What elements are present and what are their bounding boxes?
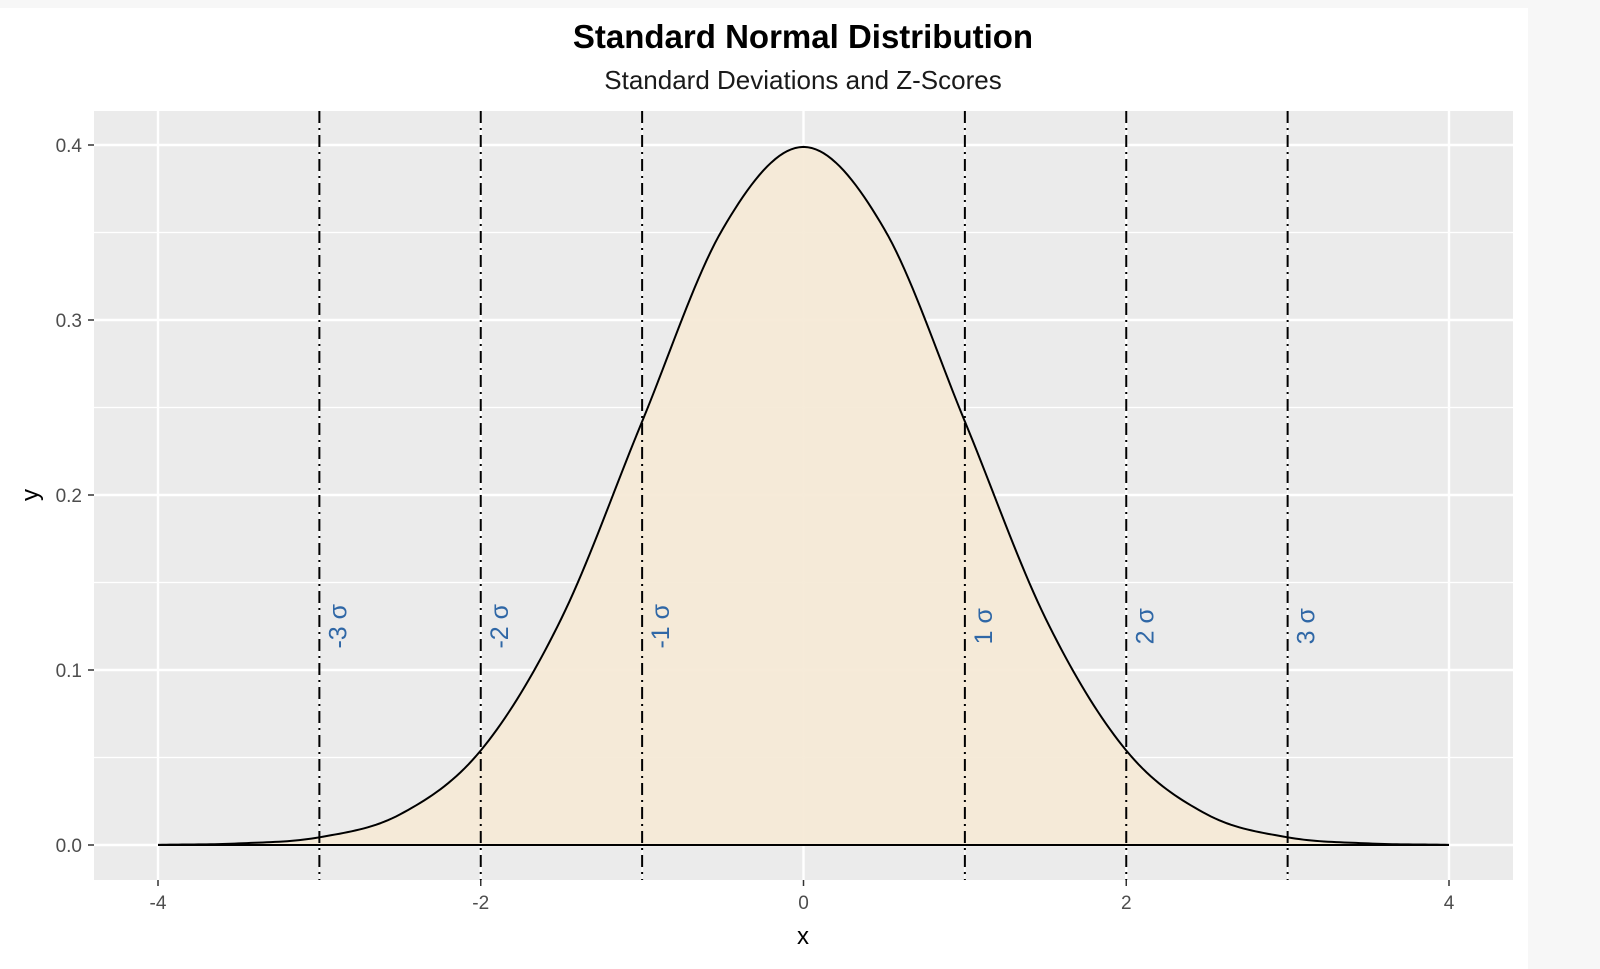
y-axis-ticks: 0.0 0.1 0.2 0.3 0.4 — [56, 136, 94, 857]
y-tick-label: 0.1 — [56, 661, 82, 682]
sd-label: -3 σ — [324, 603, 352, 648]
density-area-fill — [158, 146, 1449, 845]
sd-lines-group — [318, 111, 1289, 880]
y-tick-label: 0.0 — [56, 836, 82, 857]
y-tick-label: 0.3 — [56, 311, 82, 332]
sd-label: 2 σ — [1131, 608, 1159, 645]
sd-label: 1 σ — [970, 608, 998, 645]
top-margin-strip — [0, 0, 1600, 8]
sd-label: -1 σ — [647, 603, 675, 648]
right-margin-strip — [1528, 0, 1600, 969]
x-tick-label: 0 — [798, 893, 809, 914]
density-curve — [157, 145, 1450, 846]
x-tick-label: -2 — [472, 893, 489, 914]
y-axis-title: y — [17, 489, 44, 501]
chart-title: Standard Normal Distribution — [573, 18, 1033, 55]
x-tick-label: 2 — [1121, 893, 1132, 914]
y-tick-label: 0.2 — [56, 486, 82, 507]
x-tick-label: -4 — [150, 893, 167, 914]
y-tick-label: 0.4 — [56, 136, 83, 157]
sd-labels-group: -3 σ -2 σ -1 σ 1 σ 2 σ 3 σ — [324, 603, 1320, 648]
sd-label: -2 σ — [486, 603, 514, 648]
x-axis-title: x — [797, 923, 809, 950]
chart-subtitle: Standard Deviations and Z-Scores — [604, 65, 1001, 95]
sd-label: 3 σ — [1293, 608, 1321, 645]
x-tick-label: 4 — [1444, 893, 1455, 914]
x-axis-ticks: -4 -2 0 2 4 — [150, 880, 1455, 914]
